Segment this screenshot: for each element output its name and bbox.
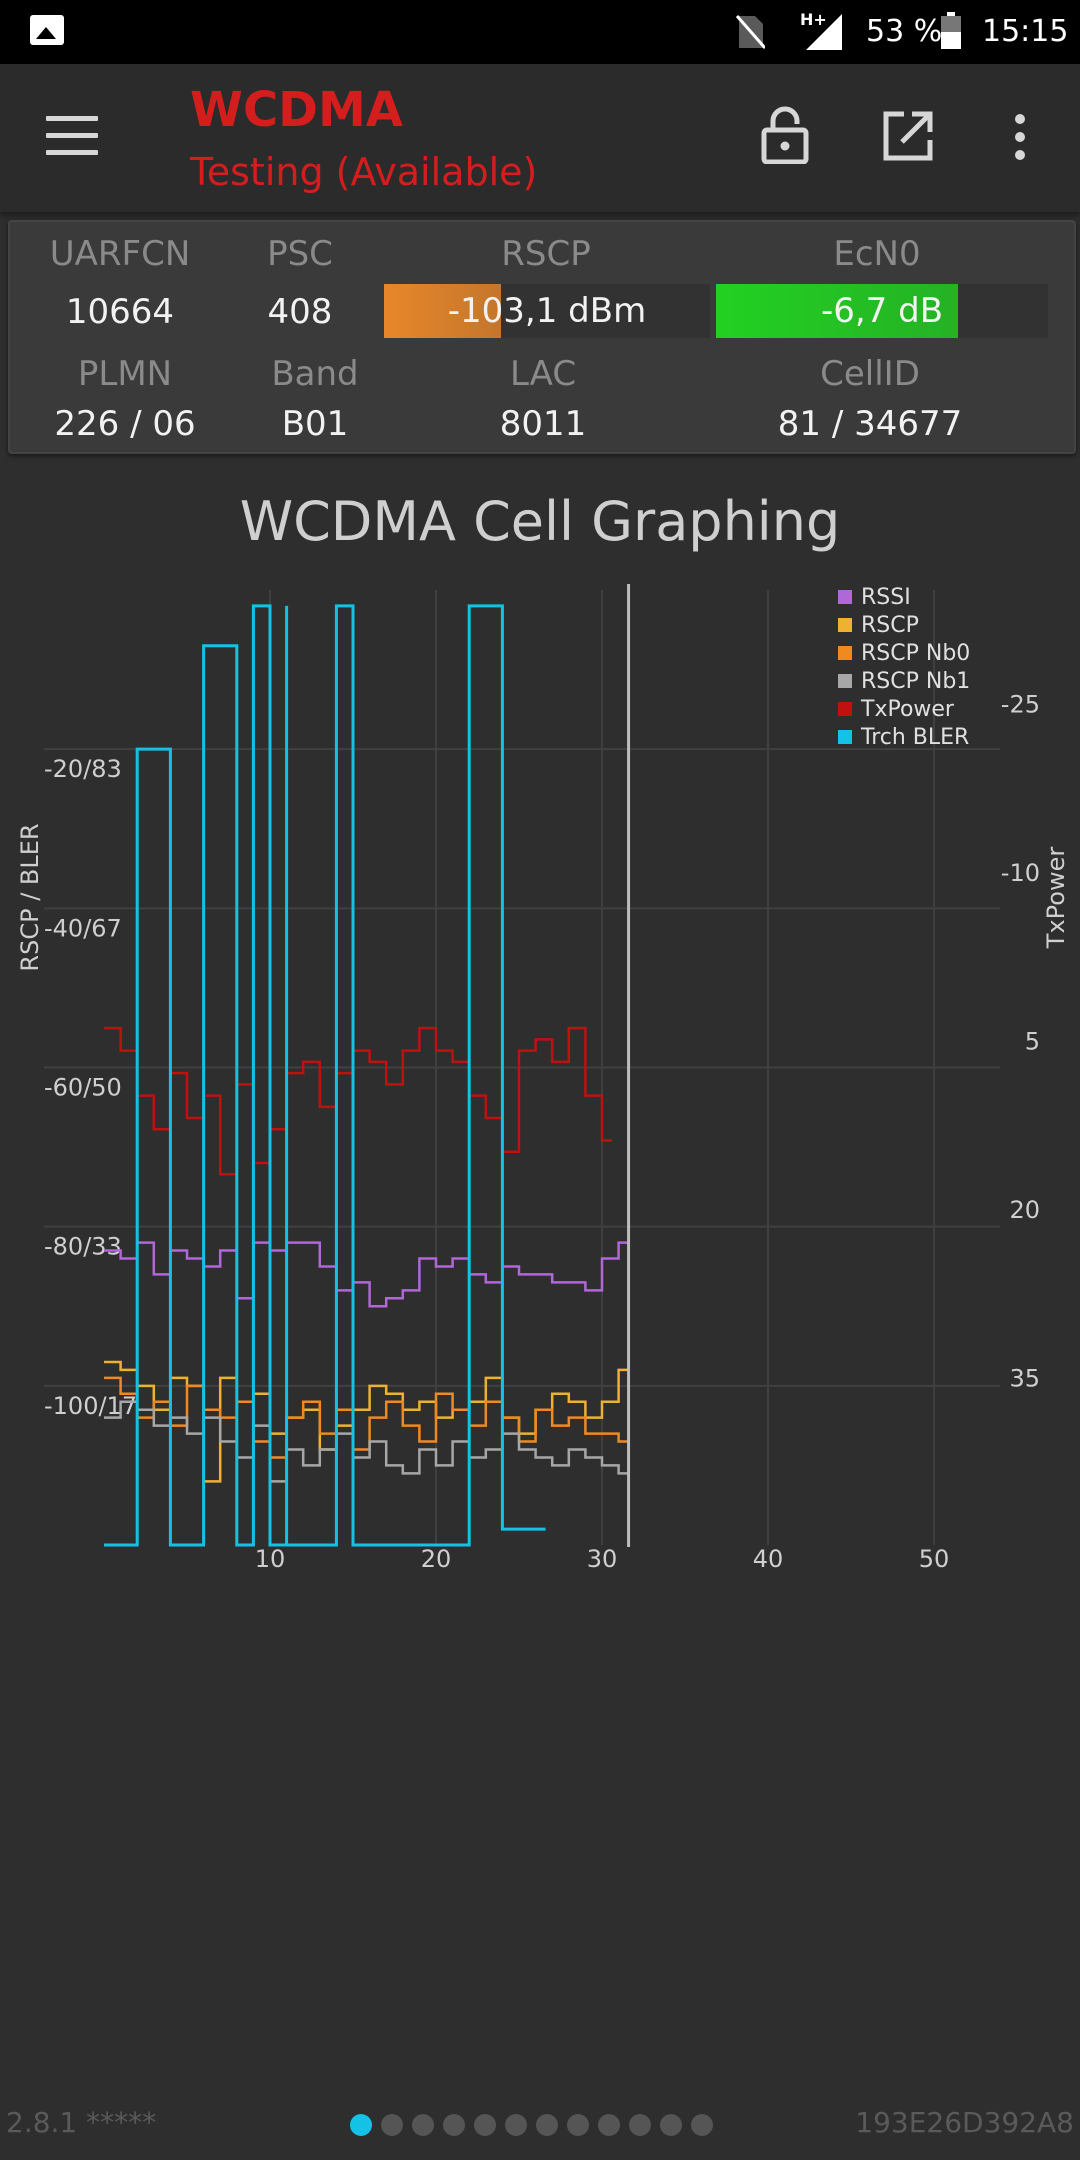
rscp-bar-fill: [384, 284, 502, 338]
status-subtitle: Testing (Available): [190, 150, 538, 194]
legend-label: Trch BLER: [860, 725, 969, 750]
cellid-label: CellID: [820, 354, 920, 394]
open-external-icon[interactable]: [882, 110, 934, 162]
more-vert-icon[interactable]: [1010, 112, 1030, 162]
x-tick-label: 30: [587, 1545, 618, 1570]
uarfcn-label: UARFCN: [49, 234, 191, 274]
battery-icon: [941, 12, 961, 49]
cell-graph-chart[interactable]: -20/83 -40/67 -60/50 -80/33 -100/17 -25 -10 5 20…: [0, 570, 1080, 1570]
lac-value: 8011: [499, 404, 587, 444]
app-bar: [0, 64, 1080, 212]
clock: 15:15: [982, 14, 1069, 49]
page-dot[interactable]: [536, 2114, 558, 2136]
uarfcn-value: 10664: [65, 292, 175, 332]
no-sim-icon: [735, 15, 765, 49]
battery-percent: 53 %: [866, 14, 943, 49]
y2-axis-title: TxPower: [1042, 847, 1070, 950]
lock-open-icon[interactable]: [756, 106, 814, 164]
x-tick-label: 20: [421, 1545, 452, 1570]
rscp-bar: -103,1 dBm: [384, 284, 710, 338]
page-title: WCDMA: [190, 82, 403, 138]
rscp-value: -103,1 dBm: [447, 291, 647, 331]
page-dot[interactable]: [381, 2114, 403, 2136]
ecn0-label: EcN0: [833, 234, 921, 274]
page-indicator: [350, 2114, 713, 2138]
cellid-value: 81 / 34677: [777, 404, 963, 444]
psc-value: 408: [267, 292, 333, 332]
ecn0-value: -6,7 dB: [820, 291, 944, 331]
legend-swatch: [838, 730, 852, 744]
y-axis-title: RSCP / BLER: [16, 823, 44, 971]
y-tick-label: -80/33: [44, 1233, 122, 1261]
y2-tick-label: 35: [1009, 1364, 1040, 1392]
band-label: Band: [271, 354, 359, 394]
page-dot[interactable]: [567, 2114, 589, 2136]
status-bar: H+ 53 % 15:15: [0, 0, 1080, 64]
device-id: 193E26D392A8: [855, 2106, 1074, 2139]
band-value: B01: [281, 404, 349, 444]
signal-icon: [806, 14, 842, 50]
page-dot[interactable]: [660, 2114, 682, 2136]
y2-tick-label: -25: [1001, 690, 1040, 718]
y2-tick-label: 5: [1025, 1027, 1040, 1055]
series-line-rscp: [104, 1360, 629, 1483]
legend-label: RSCP Nb1: [861, 669, 970, 694]
series-line-rscp-nb1: [104, 1400, 629, 1483]
psc-label: PSC: [267, 234, 333, 274]
photo-icon: [30, 15, 64, 45]
y-tick-label: -100/17: [44, 1392, 137, 1420]
lac-label: LAC: [509, 354, 577, 394]
chart-title: WCDMA Cell Graphing: [239, 490, 841, 553]
legend-swatch: [838, 674, 852, 688]
legend-swatch: [838, 590, 852, 604]
series-line-txpower: [104, 1026, 612, 1176]
y2-tick-label: 20: [1009, 1196, 1040, 1224]
x-tick-label: 10: [255, 1545, 286, 1570]
page-dot[interactable]: [598, 2114, 620, 2136]
legend-label: TxPower: [860, 697, 955, 722]
network-type: H+: [800, 10, 827, 29]
ecn0-bar: -6,7 dB: [716, 284, 1048, 338]
page-dot[interactable]: [505, 2114, 527, 2136]
page-dot[interactable]: [691, 2114, 713, 2136]
x-tick-label: 50: [919, 1545, 950, 1570]
legend-swatch: [838, 618, 852, 632]
legend-label: RSCP: [861, 613, 919, 638]
series-line-trch-bler: [104, 604, 546, 1547]
rscp-label: RSCP: [501, 234, 591, 274]
y-tick-label: -60/50: [44, 1074, 122, 1102]
plmn-label: PLMN: [77, 354, 173, 394]
y2-tick-label: -10: [1001, 859, 1040, 887]
legend-swatch: [838, 702, 852, 716]
legend-label: RSSI: [861, 585, 911, 610]
ecn0-bar-fill: [716, 284, 959, 338]
page-dot[interactable]: [350, 2114, 372, 2136]
y-tick-label: -20/83: [44, 755, 122, 783]
x-tick-label: 40: [753, 1545, 784, 1570]
menu-icon[interactable]: [46, 116, 98, 156]
app-version: 2.8.1 *****: [6, 2106, 157, 2139]
legend-label: RSCP Nb0: [861, 641, 970, 666]
y-tick-label: -40/67: [44, 914, 122, 942]
page-dot[interactable]: [474, 2114, 496, 2136]
page-dot[interactable]: [629, 2114, 651, 2136]
page-dot[interactable]: [412, 2114, 434, 2136]
series-line-rssi: [104, 1241, 629, 1308]
page-dot[interactable]: [443, 2114, 465, 2136]
legend-swatch: [838, 646, 852, 660]
plmn-value: 226 / 06: [54, 404, 196, 444]
